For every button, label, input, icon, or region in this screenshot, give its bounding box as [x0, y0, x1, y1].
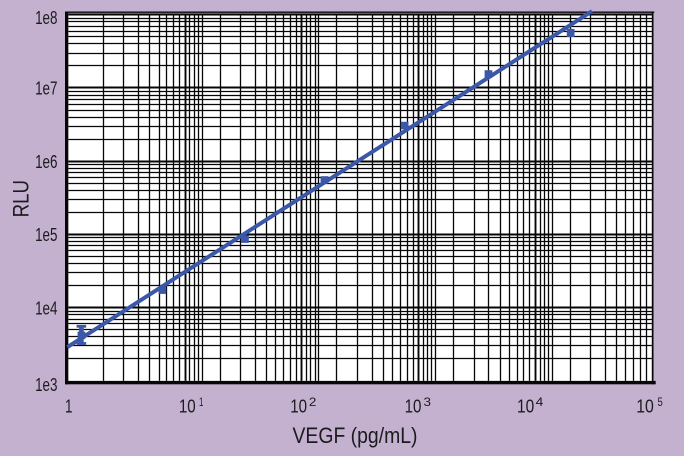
svg-text:1e7: 1e7	[35, 79, 57, 99]
svg-text:RLU: RLU	[8, 180, 33, 217]
svg-text:1e6: 1e6	[35, 152, 57, 172]
svg-text:1e4: 1e4	[35, 299, 57, 319]
svg-text:1: 1	[199, 395, 203, 409]
svg-text:2: 2	[309, 395, 317, 409]
svg-text:4: 4	[536, 395, 544, 409]
svg-text:1e5: 1e5	[35, 225, 57, 245]
svg-text:5: 5	[658, 395, 663, 409]
svg-text:10: 10	[405, 397, 422, 417]
svg-text:VEGF (pg/mL): VEGF (pg/mL)	[293, 423, 418, 448]
svg-text:3: 3	[424, 395, 432, 409]
svg-text:10: 10	[290, 397, 307, 417]
svg-text:10: 10	[636, 397, 654, 417]
svg-text:10: 10	[517, 397, 534, 417]
svg-text:1e3: 1e3	[35, 375, 57, 395]
svg-text:1e8: 1e8	[35, 8, 57, 28]
svg-text:10: 10	[179, 397, 196, 417]
svg-text:1: 1	[65, 397, 73, 417]
